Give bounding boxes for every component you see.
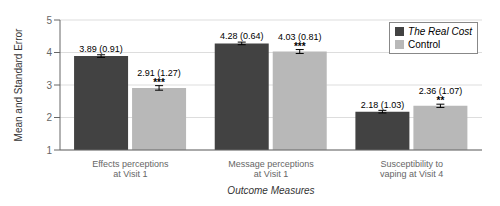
svg-text:3: 3	[46, 80, 52, 91]
svg-text:1: 1	[46, 145, 52, 156]
svg-text:3.89 (0.91): 3.89 (0.91)	[79, 44, 123, 54]
svg-text:2.91 (1.27): 2.91 (1.27)	[137, 68, 181, 78]
svg-text:Susceptibility tovaping at Vis: Susceptibility tovaping at Visit 4	[380, 159, 443, 179]
svg-text:**: **	[437, 95, 445, 106]
svg-text:4.03 (0.81): 4.03 (0.81)	[278, 32, 322, 42]
svg-text:Mean and Standard Error: Mean and Standard Error	[13, 28, 24, 142]
html-text:The Real Cost: The Real Cost	[408, 26, 472, 37]
svg-text:2.36 (1.07): 2.36 (1.07)	[419, 86, 463, 96]
html-text:Control: Control	[408, 39, 441, 50]
svg-text:Effects perceptionsat Visit 1: Effects perceptionsat Visit 1	[92, 159, 169, 179]
svg-text:***: ***	[153, 77, 165, 88]
svg-text:Message perceptionsat Visit 1: Message perceptionsat Visit 1	[228, 159, 314, 179]
svg-text:5: 5	[46, 15, 52, 26]
svg-text:***: ***	[294, 41, 306, 52]
svg-text:4.28 (0.64): 4.28 (0.64)	[220, 31, 264, 41]
svg-text:Outcome Measures: Outcome Measures	[227, 185, 314, 196]
svg-text:2.18 (1.03): 2.18 (1.03)	[361, 100, 405, 110]
svg-text:4: 4	[46, 47, 52, 58]
svg-text:2: 2	[46, 112, 52, 123]
